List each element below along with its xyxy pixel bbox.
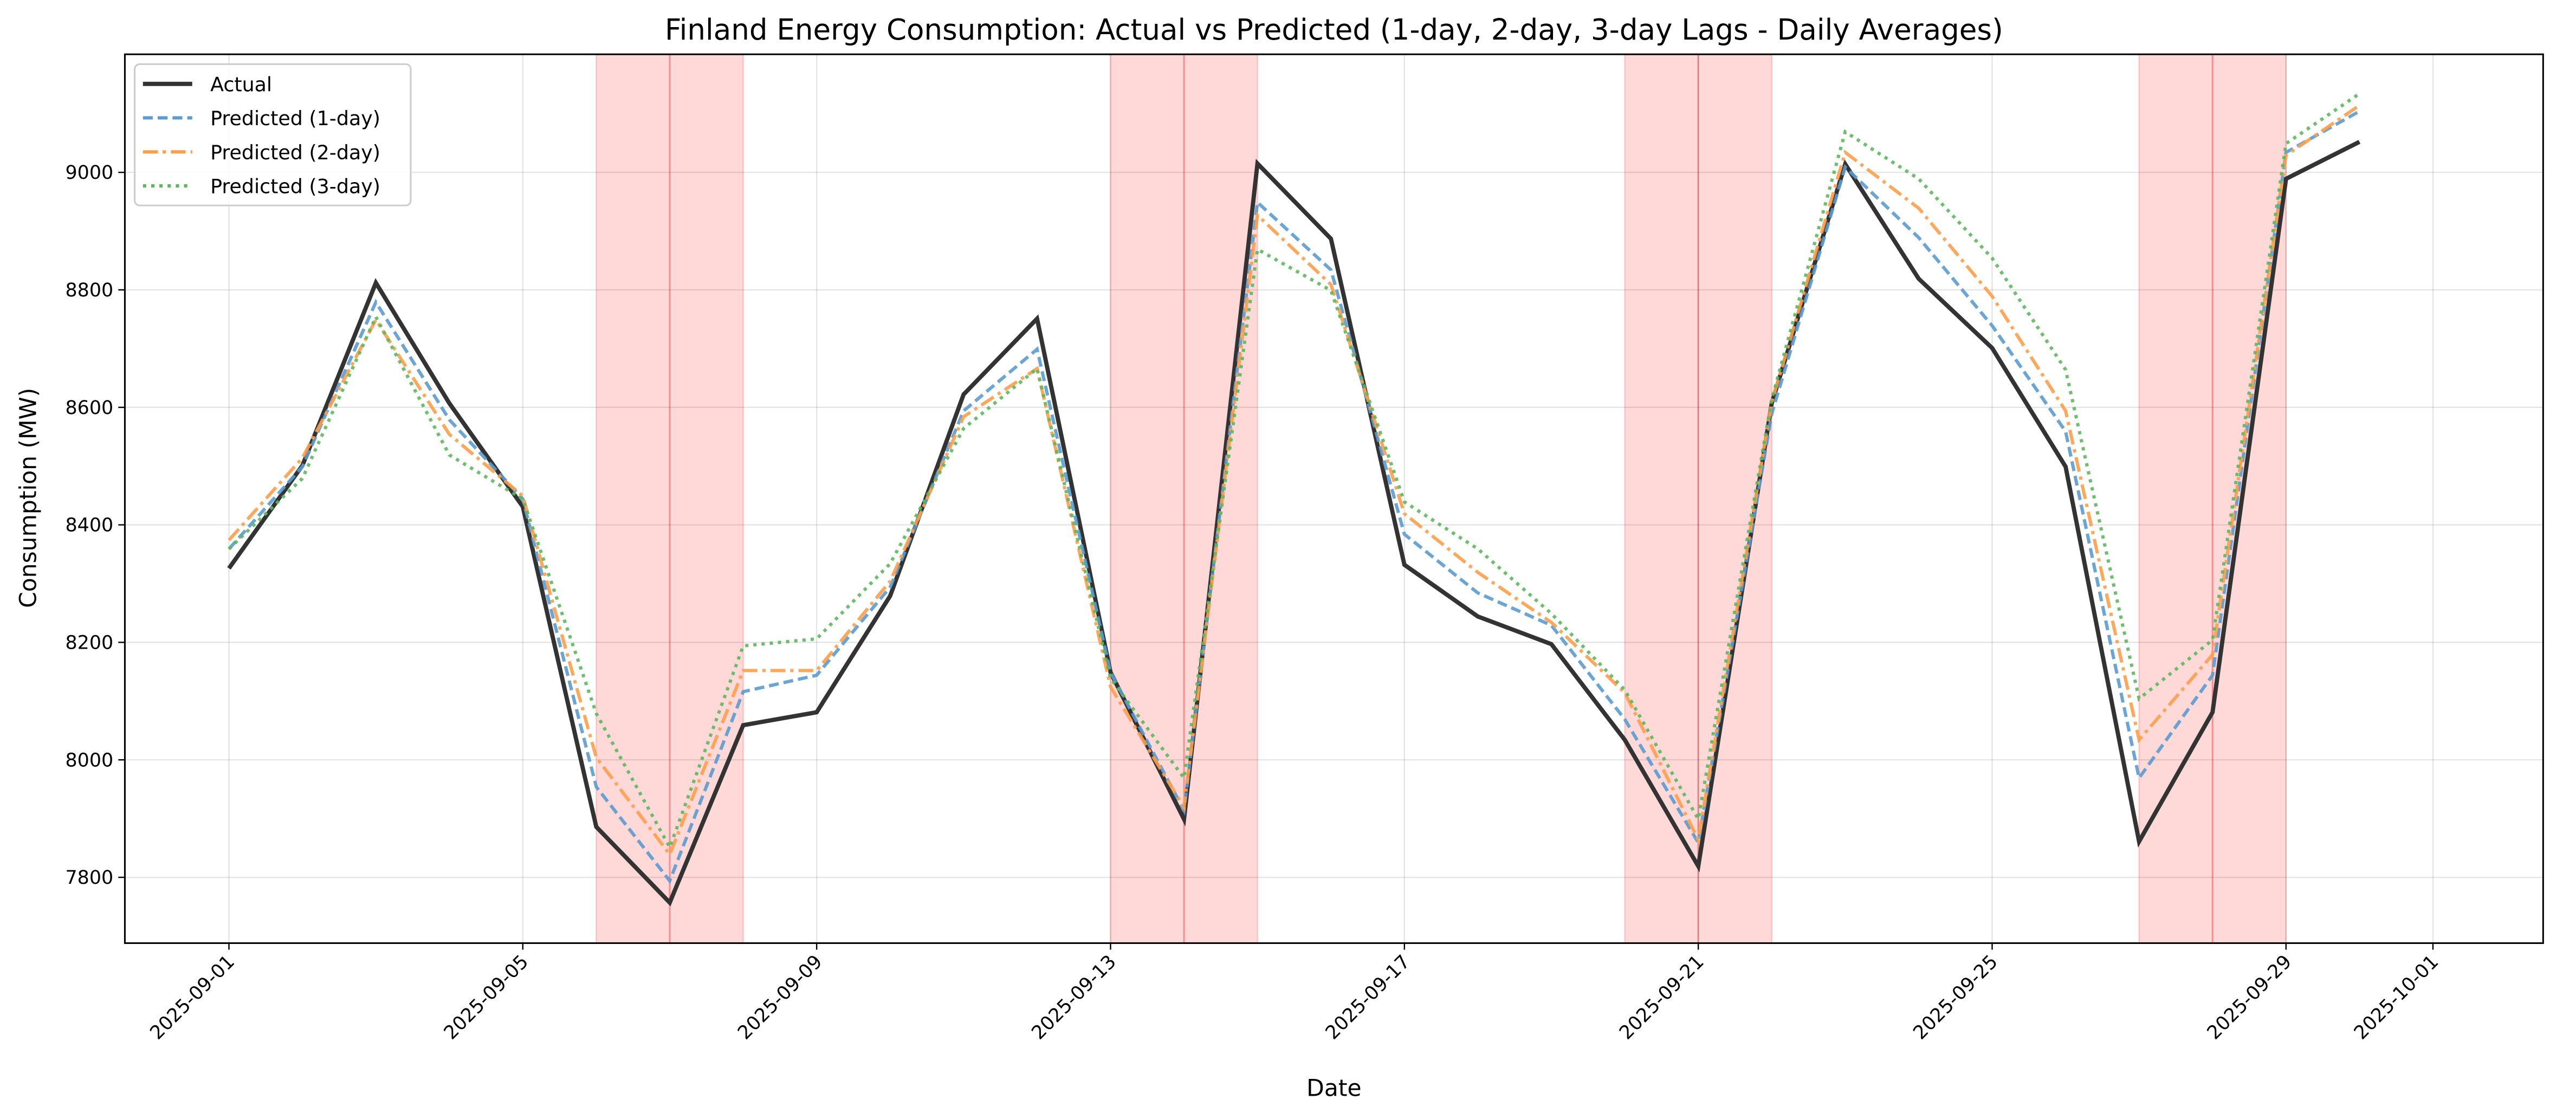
x-tick-label: 2025-09-09 xyxy=(734,951,827,1044)
chart-title: Finland Energy Consumption: Actual vs Pr… xyxy=(665,13,2003,47)
x-tick-label: 2025-09-29 xyxy=(2203,951,2296,1044)
y-tick-label: 8800 xyxy=(65,280,113,301)
x-tick-label: 2025-09-17 xyxy=(1322,951,1415,1044)
y-tick-label: 8600 xyxy=(65,397,113,419)
legend-box xyxy=(134,63,412,206)
y-tick-label: 8400 xyxy=(65,515,113,536)
y-axis-label: Consumption (MW) xyxy=(16,388,42,608)
series-line-0 xyxy=(227,140,2361,907)
legend-label: Predicted (2-day) xyxy=(210,141,380,164)
x-tick-label: 2025-09-25 xyxy=(1909,951,2002,1044)
y-tick-label: 7800 xyxy=(65,867,113,889)
x-tick-label: 2025-09-05 xyxy=(440,951,533,1044)
series-line-2 xyxy=(228,104,2361,858)
series-line-1 xyxy=(228,109,2360,884)
x-tick-label: 2025-10-01 xyxy=(2350,951,2443,1044)
x-tick-label: 2025-09-21 xyxy=(1615,951,1708,1044)
x-tick-label: 2025-09-13 xyxy=(1027,951,1121,1044)
plot-frame xyxy=(124,53,2544,944)
x-axis-label: Date xyxy=(1306,1075,1361,1102)
legend-label: Actual xyxy=(210,73,272,96)
legend-label: Predicted (1-day) xyxy=(210,107,380,130)
y-tick-label: 9000 xyxy=(65,162,113,184)
series-line-3 xyxy=(228,92,2361,852)
x-tick-label: 2025-09-01 xyxy=(146,951,239,1044)
legend-label: Predicted (3-day) xyxy=(210,175,380,198)
y-tick-label: 8200 xyxy=(65,632,113,654)
y-tick-label: 8000 xyxy=(65,749,113,771)
